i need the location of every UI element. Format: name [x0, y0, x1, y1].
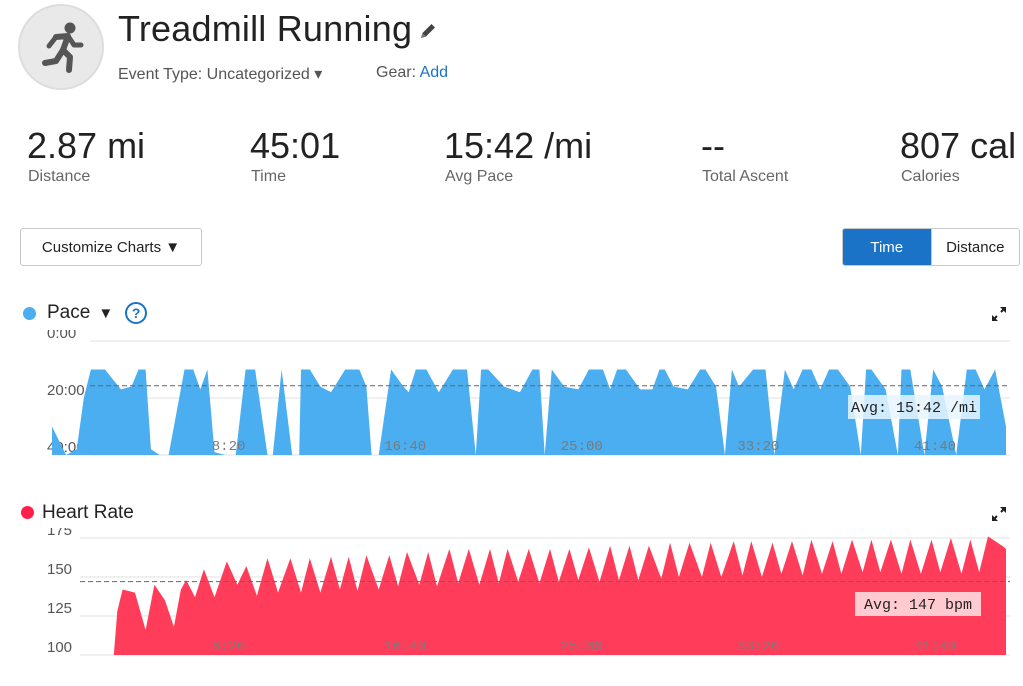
x-tick-label: 33:20: [737, 439, 779, 455]
avg-pace-label: Avg Pace: [445, 168, 514, 185]
time-distance-toggle: Time Distance: [842, 228, 1020, 266]
activity-title: Treadmill Running: [118, 8, 413, 49]
x-tick-label: 16:40: [384, 639, 426, 655]
x-tick-label: 8:20: [212, 639, 246, 655]
toggle-time-button[interactable]: Time: [843, 229, 931, 265]
pace-chart-title: Pace: [47, 302, 91, 323]
total-ascent-label: Total Ascent: [702, 168, 789, 185]
edit-pencil-icon[interactable]: [418, 21, 438, 46]
expand-pace-chart-icon[interactable]: [990, 305, 1008, 328]
x-tick-label: 8:20: [212, 439, 246, 455]
series-area: [52, 369, 1006, 455]
y-tick-label: 100: [47, 639, 72, 656]
series-area: [113, 536, 1007, 655]
calories-value: 807 cal: [900, 125, 1017, 166]
x-tick-label: 16:40: [384, 439, 426, 455]
customize-charts-button[interactable]: Customize Charts ▼: [20, 228, 202, 266]
pace-chart-header: Pace ▼ ?: [47, 302, 148, 324]
svg-text:Avg: 15:42 /mi: Avg: 15:42 /mi: [851, 400, 977, 417]
heart-rate-legend-dot: [21, 506, 34, 519]
svg-text:Avg: 147 bpm: Avg: 147 bpm: [864, 597, 972, 614]
pace-legend-dot: [23, 307, 36, 320]
activity-type-icon: [18, 4, 104, 90]
y-tick-label: 20:00: [47, 382, 85, 399]
y-tick-label: 150: [47, 561, 72, 578]
average-label: Avg: 15:42 /mi: [848, 395, 980, 419]
y-tick-label: 175: [47, 528, 72, 539]
y-tick-label: 125: [47, 600, 72, 617]
x-tick-label: 25:00: [561, 439, 603, 455]
calories-label: Calories: [901, 168, 960, 185]
distance-label: Distance: [28, 168, 91, 185]
event-type-dropdown[interactable]: Event Type: Uncategorized ▾: [118, 66, 323, 83]
x-tick-label: 41:40: [914, 439, 956, 455]
toggle-distance-button[interactable]: Distance: [930, 229, 1019, 265]
distance-value: 2.87 mi: [27, 125, 146, 166]
gear-add-link[interactable]: Add: [419, 64, 449, 81]
total-ascent-value: --: [701, 125, 725, 166]
heart-rate-chart-title: Heart Rate: [42, 502, 134, 523]
time-label: Time: [251, 168, 286, 185]
time-value: 45:01: [250, 125, 341, 166]
gear-label: Gear:: [376, 64, 417, 81]
x-tick-label: 33:20: [737, 639, 779, 655]
gear-field: Gear: Add: [376, 64, 448, 82]
expand-heart-rate-chart-icon[interactable]: [990, 505, 1008, 528]
y-tick-label: 0:00: [47, 330, 76, 342]
x-tick-label: 25:00: [561, 639, 603, 655]
heart-rate-chart[interactable]: 175 150 125 100 8:20 16:40 25:00 33:20 41:40 Avg:…: [0, 528, 1023, 668]
running-person-icon: [42, 22, 84, 73]
x-tick-label: 41:40: [914, 639, 956, 655]
pace-metric-dropdown[interactable]: ▼: [98, 304, 114, 322]
help-icon[interactable]: ?: [125, 302, 148, 324]
average-label: Avg: 147 bpm: [855, 592, 981, 616]
avg-pace-value: 15:42 /mi: [444, 125, 593, 166]
